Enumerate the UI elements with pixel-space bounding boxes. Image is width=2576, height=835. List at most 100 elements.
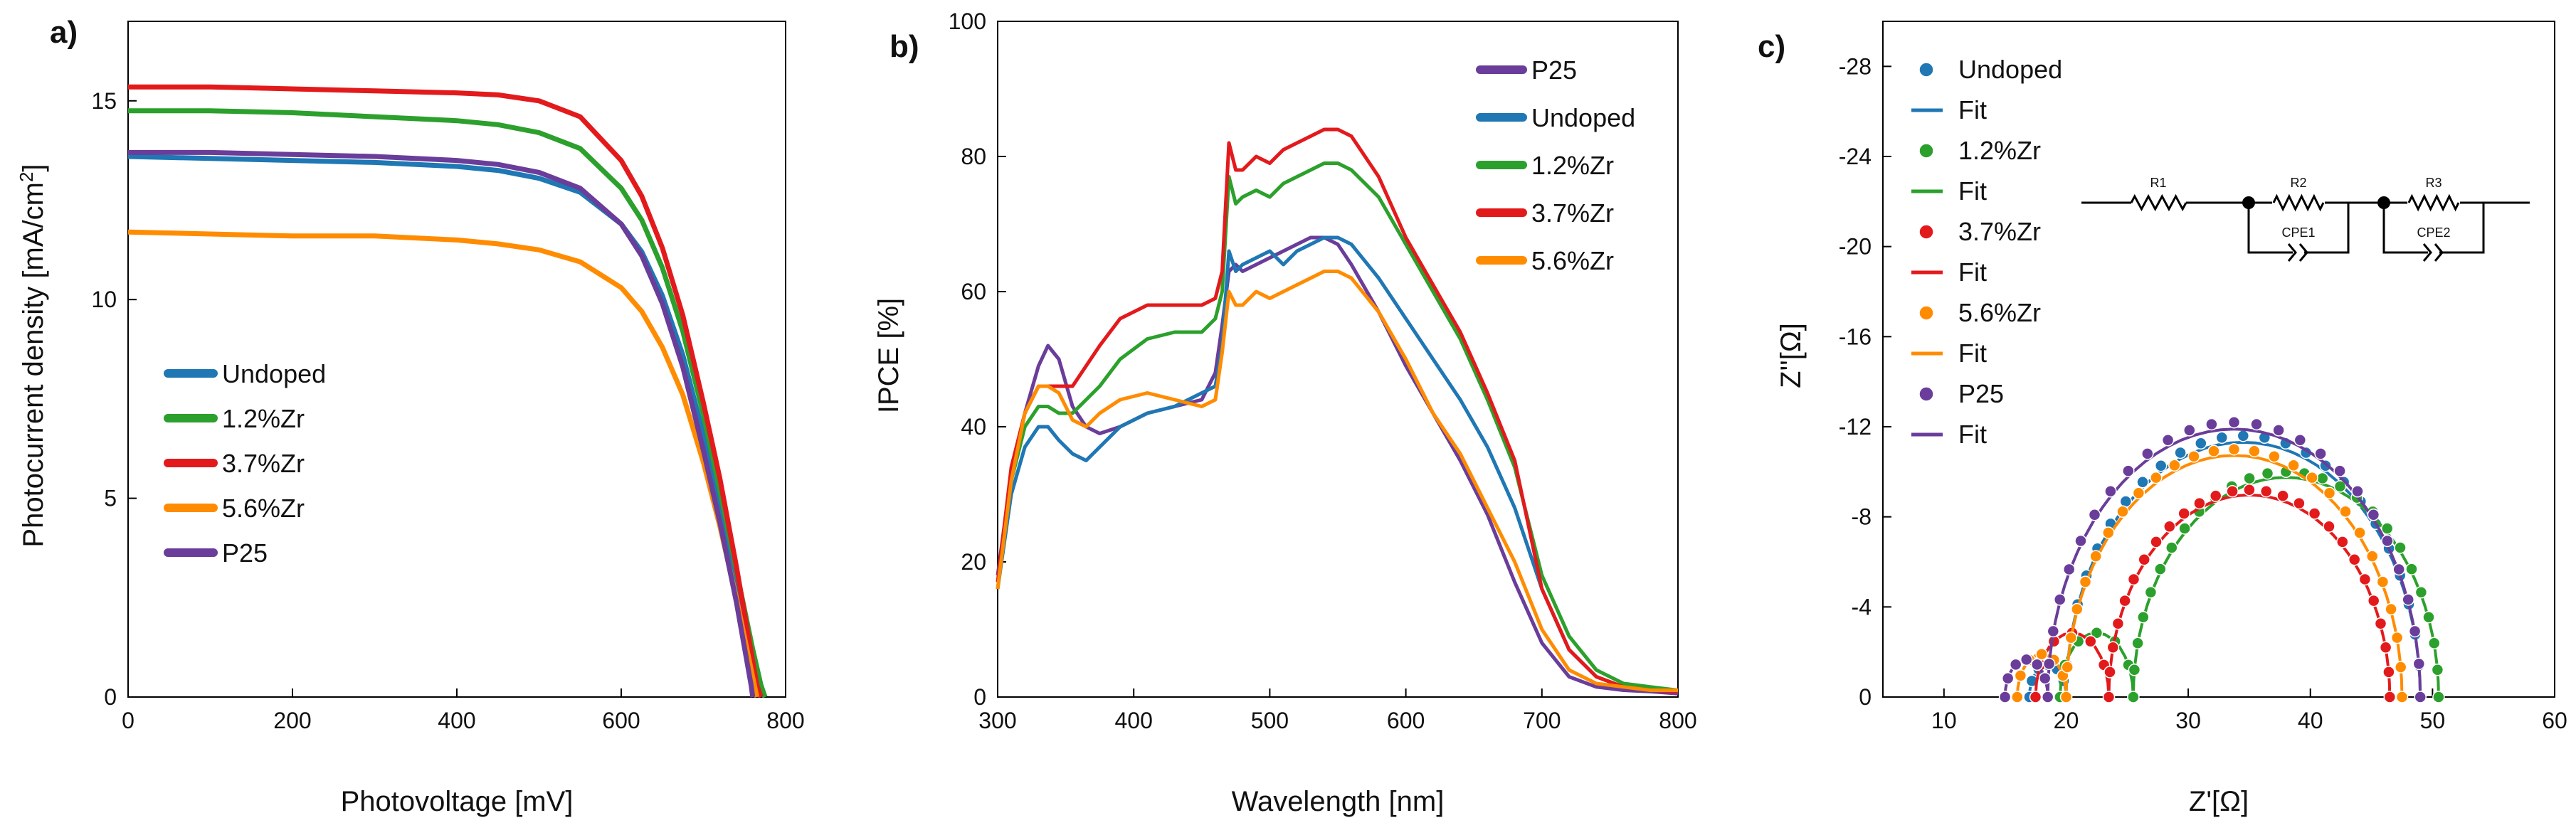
ipce-curve-4 [996, 270, 1678, 692]
panel-a-jv-curves: a) 0 200 400 600 800 0 5 10 15 Photovoltage [mV]… [16, 15, 805, 817]
legend-label: 1.2%Zr [1958, 136, 2041, 165]
legend-label: 1.2%Zr [1531, 151, 1614, 180]
x-tick-label: 800 [766, 708, 804, 733]
equivalent-circuit-diagram: R1 R2 R3 CPE1 CPE2 [2081, 176, 2530, 262]
y-tick-label: -24 [1839, 144, 1872, 169]
eis-data-point [2111, 617, 2125, 630]
legend-label: 3.7%Zr [1531, 198, 1614, 228]
y-tick-label: 40 [961, 414, 986, 440]
eis-data-point [2385, 602, 2397, 616]
eis-data-point [2237, 429, 2250, 442]
circuit-parallel-branch [2247, 203, 2350, 254]
eis-data-point [2042, 657, 2056, 671]
panel-a-legend: Undoped 1.2%Zr 3.7%Zr 5.6%Zr P25 [164, 359, 326, 568]
eis-data-point [2226, 485, 2239, 498]
eis-data-point [2205, 418, 2218, 431]
eis-data-point [2064, 631, 2078, 644]
y-tick-label: 10 [91, 287, 117, 312]
eis-data-point [2395, 691, 2409, 703]
y-tick-label: 5 [104, 486, 117, 511]
circuit-resistor-r3-line [2407, 193, 2460, 212]
eis-data-point [2071, 602, 2084, 616]
eis-data-point [2215, 431, 2229, 445]
eis-data-point [2367, 509, 2380, 521]
x-tick-label: 10 [1931, 708, 1957, 733]
eis-data-point [2306, 471, 2318, 484]
legend-label: Fit [1958, 339, 1987, 368]
panel-a-ylabel-end: ] [18, 164, 49, 171]
eis-data-point [2084, 635, 2097, 648]
eis-data-point [2102, 691, 2116, 703]
eis-data-point [2104, 485, 2117, 498]
x-tick-label: 0 [122, 708, 134, 733]
panel-b-legend: P25 Undoped 1.2%Zr 3.7%Zr 5.6%Zr [1476, 55, 1635, 275]
circuit-label-cpe2: CPE2 [2417, 225, 2450, 240]
eis-data-point [2333, 464, 2346, 477]
y-tick-label: -28 [1839, 53, 1872, 79]
x-tick-label: 60 [2542, 708, 2567, 733]
eis-data-point [2243, 483, 2256, 496]
legend-label: 3.7%Zr [222, 449, 305, 478]
panel-a-xlabel: Photovoltage [mV] [341, 786, 574, 817]
eis-data-point [2367, 594, 2380, 607]
eis-data-point [2339, 505, 2352, 518]
legend-marker [1918, 224, 1934, 240]
x-tick-label: 20 [2054, 708, 2079, 733]
x-tick-label: 400 [438, 708, 475, 733]
legend-label: Undoped [1958, 55, 2062, 84]
eis-data-point [2259, 485, 2273, 498]
x-tick-label: 30 [2175, 708, 2201, 733]
eis-data-point [2376, 575, 2390, 588]
eis-data-point [2141, 447, 2154, 460]
circuit-parallel-branch [2382, 203, 2485, 254]
eis-data-point [2053, 593, 2066, 606]
eis-data-point [2127, 691, 2140, 703]
eis-data-point [2293, 434, 2307, 447]
eis-data-point [2174, 446, 2187, 459]
eis-data-point [2030, 658, 2044, 671]
y-tick-label: -20 [1839, 234, 1872, 260]
panel-b-frame [997, 21, 1679, 698]
x-tick-label: 200 [273, 708, 311, 733]
eis-data-point [2150, 536, 2163, 548]
eis-data-point [2394, 541, 2407, 554]
y-tick-label: 15 [91, 88, 117, 114]
y-tick-label: -16 [1839, 324, 1872, 349]
eis-data-point [2035, 648, 2048, 661]
eis-data-point [2412, 657, 2426, 671]
legend-label: Fit [1958, 176, 1987, 206]
eis-data-point [2276, 489, 2289, 502]
legend-label: 5.6%Zr [1531, 246, 1614, 275]
eis-data-point [2009, 658, 2022, 671]
eis-data-point [2293, 496, 2306, 510]
eis-data-point [2333, 480, 2347, 493]
panel-c-xlabel: Z'[Ω] [2189, 786, 2249, 817]
legend-label: P25 [1531, 55, 1577, 85]
ipce-curve-0 [996, 235, 1679, 696]
legend-label: Undoped [1531, 103, 1635, 132]
y-tick-label: 0 [104, 684, 117, 710]
x-tick-label: 600 [1387, 708, 1425, 733]
eis-data-point [2079, 575, 2092, 588]
eis-data-point [2183, 424, 2196, 437]
eis-data-point [2316, 472, 2329, 485]
panel-c-ticks: 10 20 30 40 50 60 0 -4 -8 -12 -16 -20 -24 -28 [1839, 53, 2567, 733]
y-tick-label: 20 [961, 549, 986, 575]
ipce-curve-1 [996, 235, 1679, 693]
ipce-curve-3 [996, 127, 1679, 693]
eis-data-point [2106, 641, 2120, 654]
eis-data-point [2427, 637, 2441, 649]
panel-b-xlabel: Wavelength [nm] [1232, 786, 1445, 817]
eis-data-point [2138, 553, 2150, 566]
eis-data-point [2405, 563, 2418, 575]
legend-label: Fit [1958, 95, 1987, 124]
eis-data-point [2379, 641, 2392, 654]
eis-data-point [2161, 434, 2175, 447]
eis-data-point [2127, 573, 2140, 586]
eis-data-point [2374, 617, 2387, 630]
circuit-node [2242, 196, 2255, 209]
eis-data-point [2243, 472, 2256, 485]
eis-data-point [2163, 520, 2176, 533]
eis-data-point [2381, 534, 2394, 548]
panel-a-ticks: 0 200 400 600 800 0 5 10 15 [91, 88, 804, 733]
